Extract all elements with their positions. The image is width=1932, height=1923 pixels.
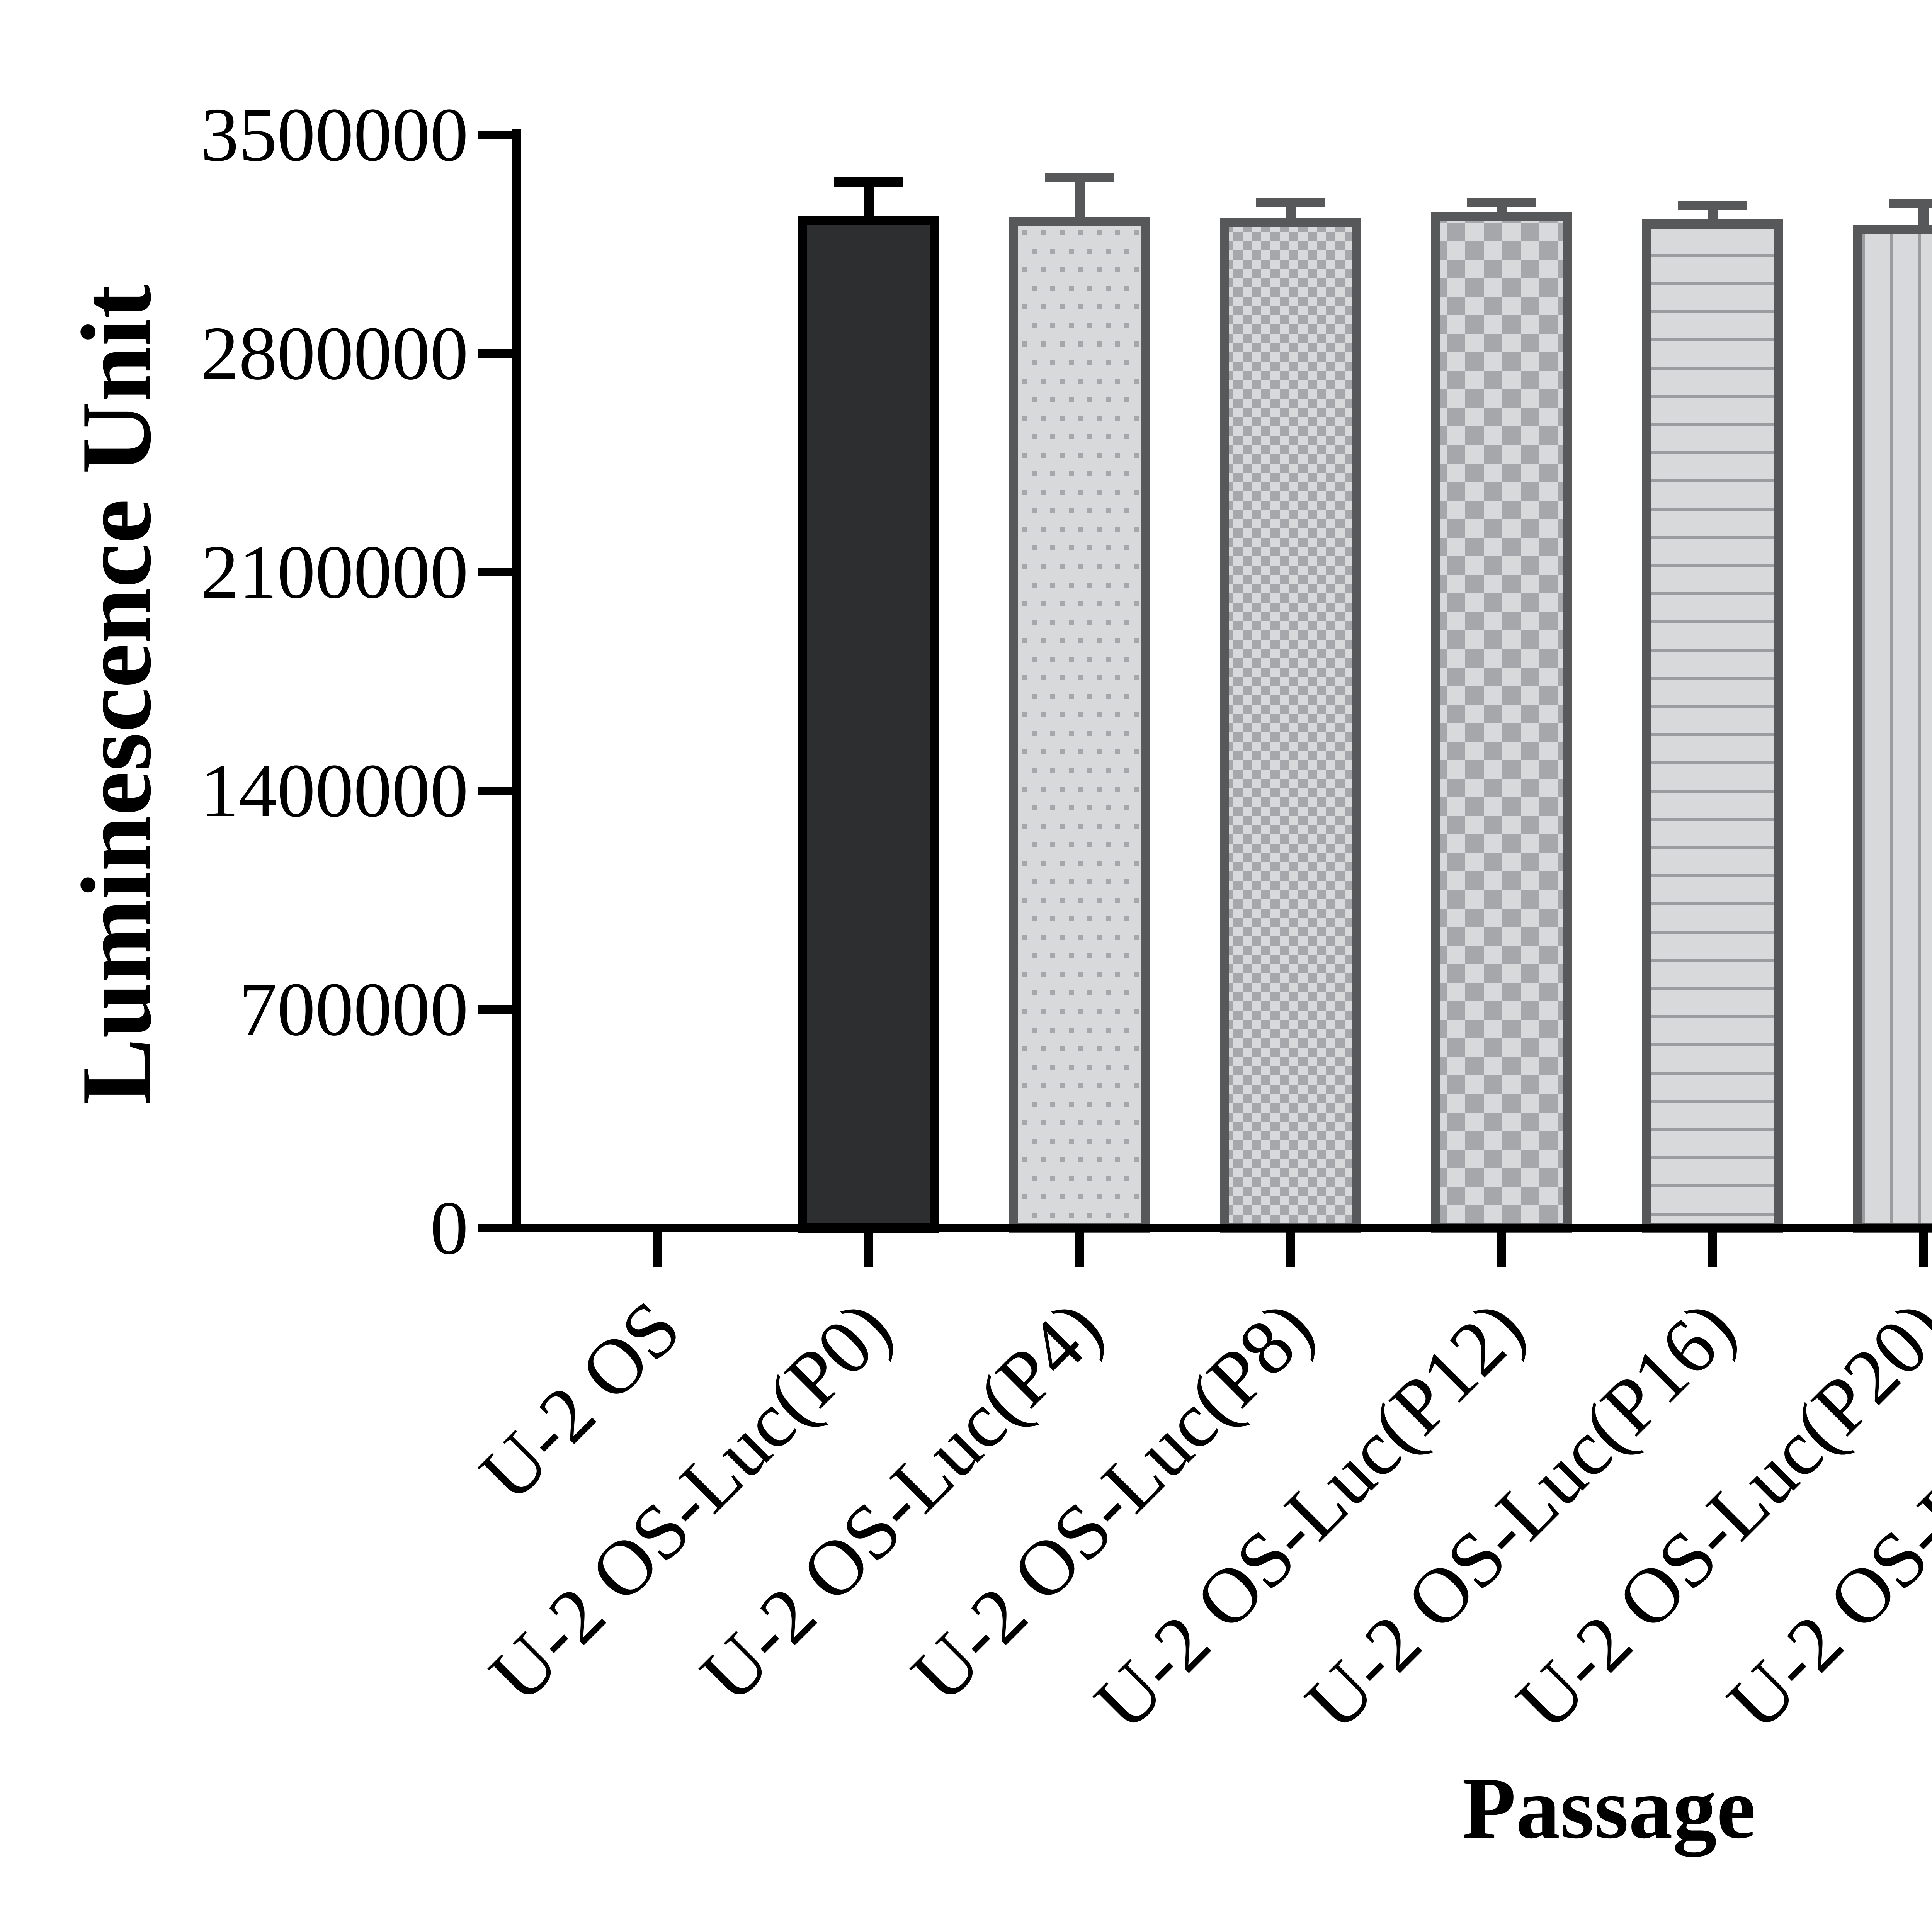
svg-text:0: 0 xyxy=(430,1186,468,1270)
svg-text:2100000: 2100000 xyxy=(201,530,468,614)
svg-text:700000: 700000 xyxy=(239,967,468,1052)
svg-text:2800000: 2800000 xyxy=(201,311,468,396)
svg-text:3500000: 3500000 xyxy=(201,92,468,177)
svg-text:Luminescence Unit: Luminescence Unit xyxy=(61,284,172,1105)
svg-text:Passage: Passage xyxy=(1462,1760,1756,1857)
svg-text:1400000: 1400000 xyxy=(201,748,468,833)
